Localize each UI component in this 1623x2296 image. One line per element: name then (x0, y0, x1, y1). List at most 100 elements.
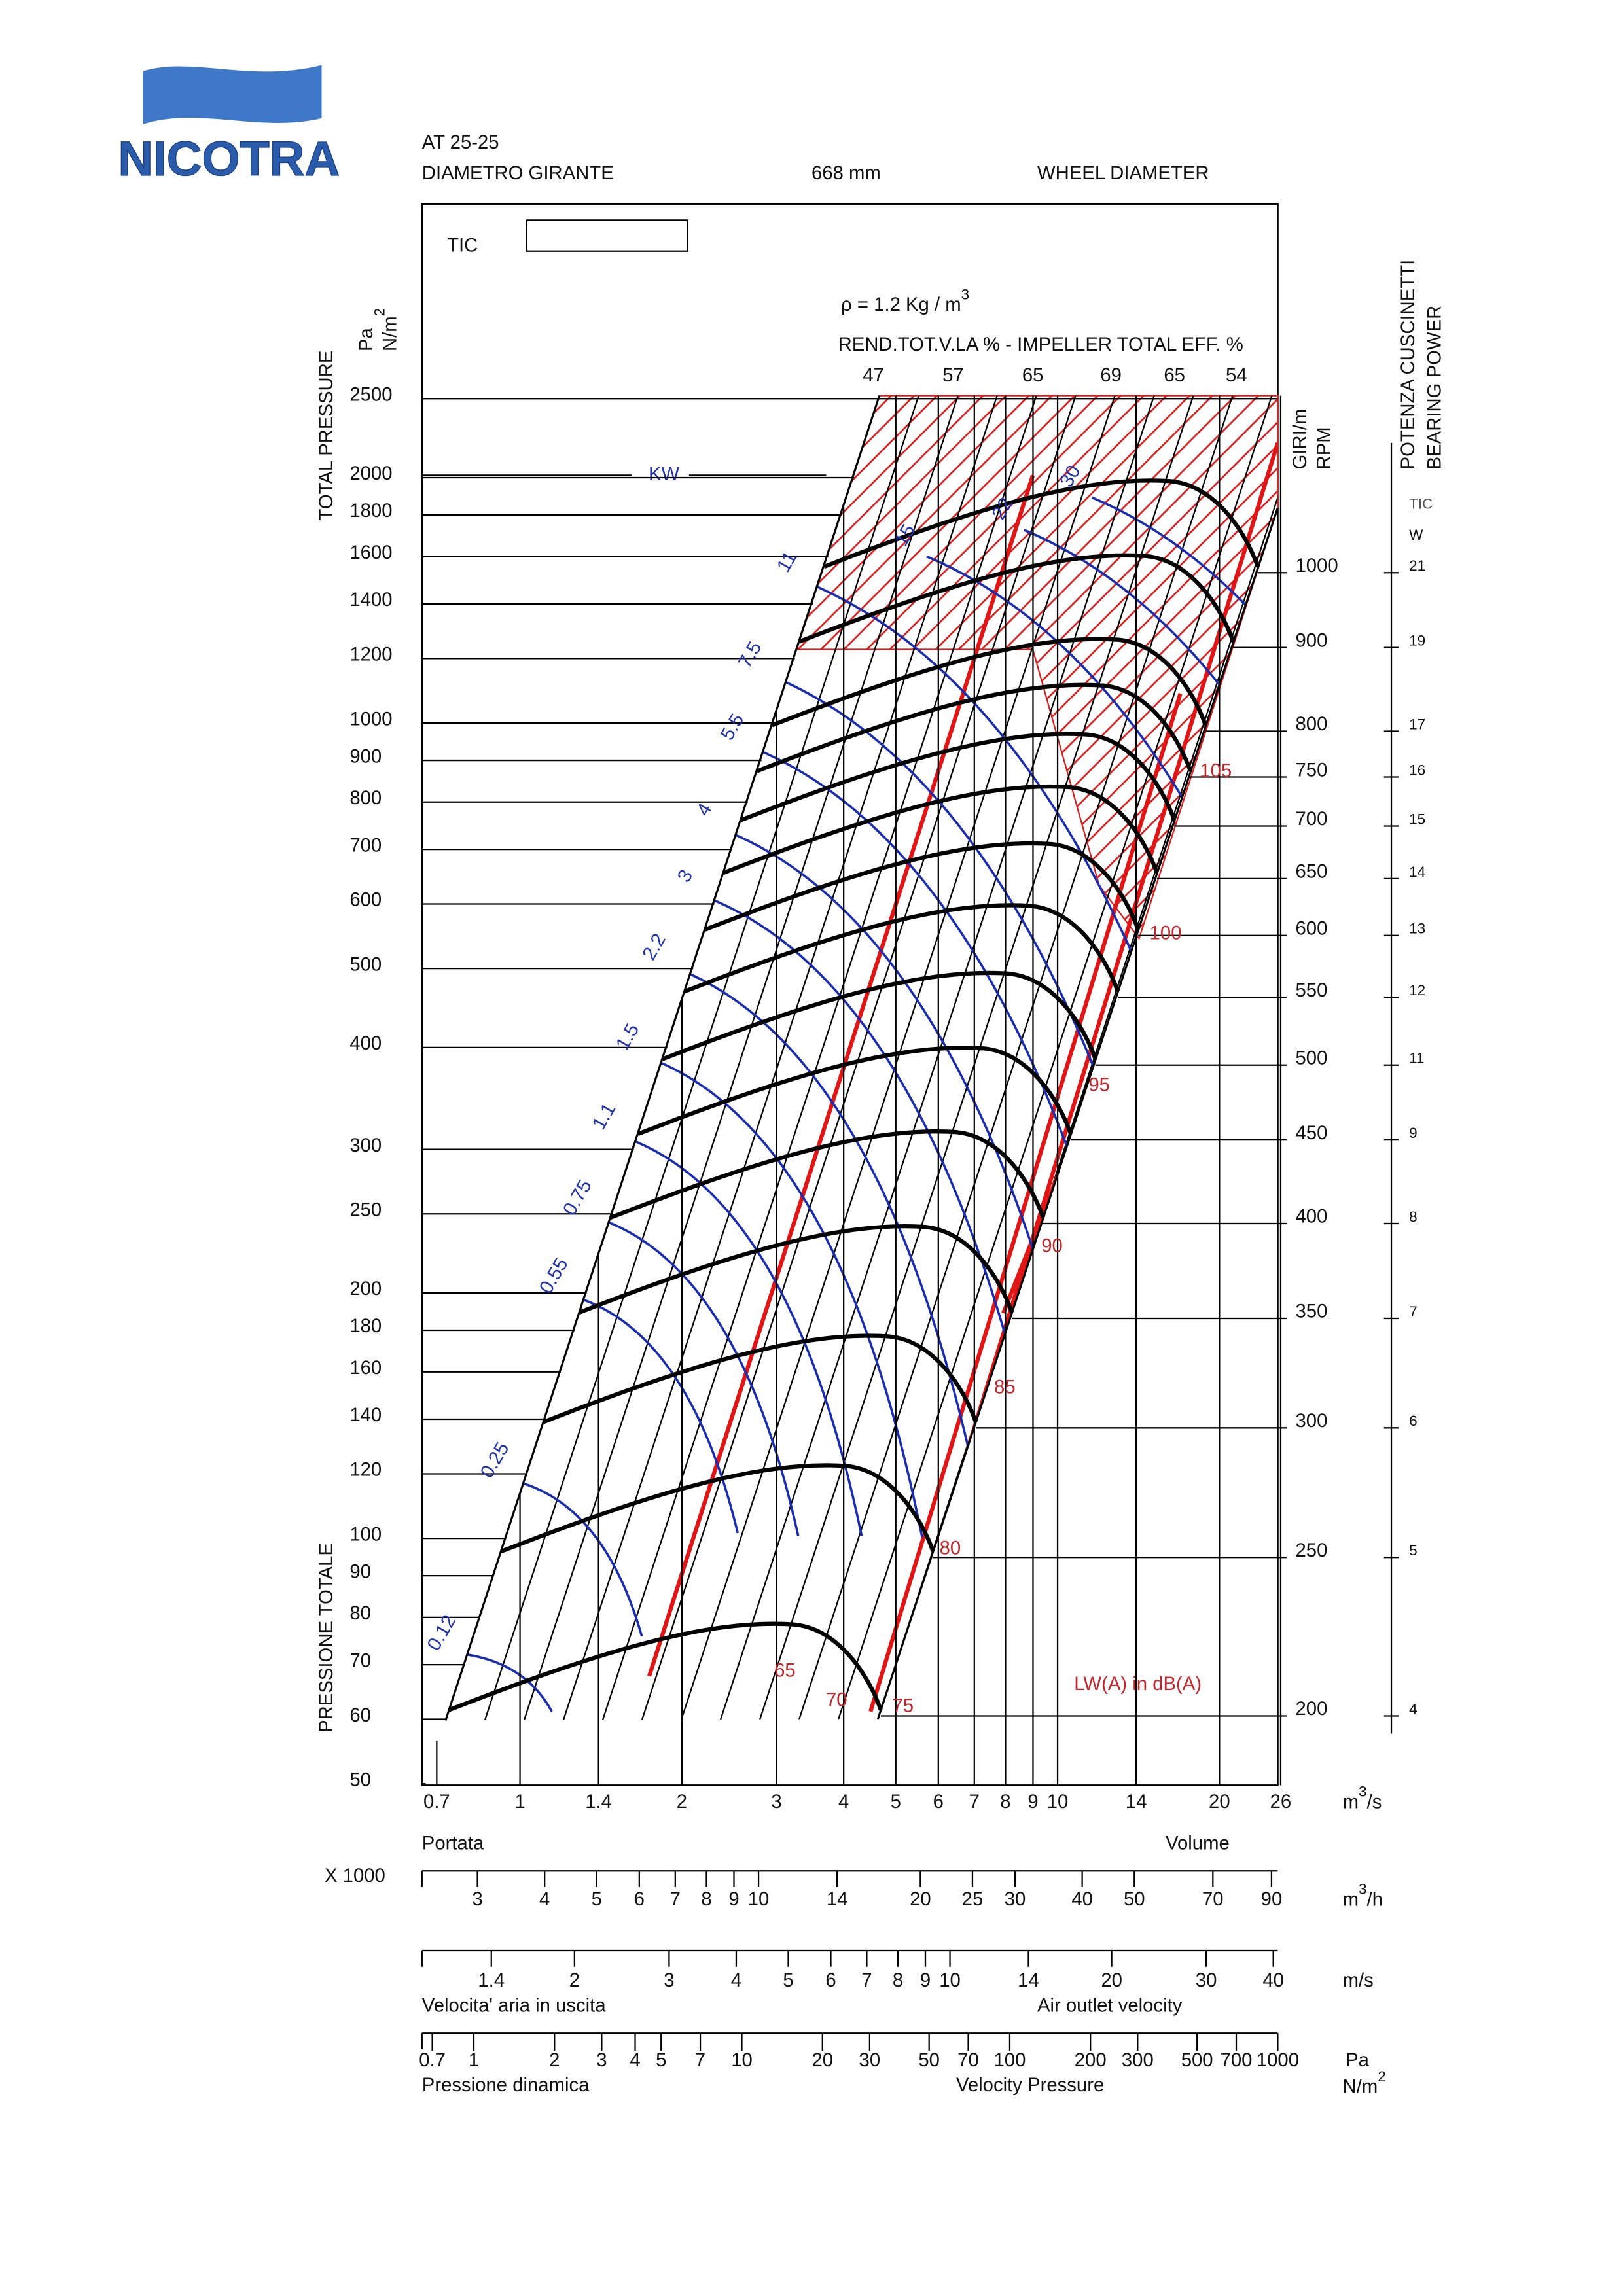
power-label: 5 (1409, 1542, 1418, 1559)
vp-tick-label: 10 (731, 2049, 753, 2071)
flow-h-tick-label: 6 (634, 1888, 645, 1910)
flow-h-tick-label: 3 (472, 1888, 482, 1910)
power-label: 14 (1409, 864, 1425, 880)
power-label: 13 (1409, 921, 1425, 937)
power-tic: TIC (1409, 495, 1433, 512)
velocity-tick-label: 8 (893, 1969, 903, 1991)
unit-text: N/m (379, 316, 401, 351)
density-text: ρ = 1.2 Kg / m (841, 294, 961, 315)
efficiency-line (868, 693, 1183, 1712)
density: ρ = 1.2 Kg / m3 (841, 286, 969, 315)
vp-tick-label: 30 (859, 2049, 881, 2071)
vp-unit: Pa (1346, 2049, 1370, 2071)
power-unit: W (1409, 527, 1423, 543)
vp-tick-label: 200 (1075, 2049, 1107, 2071)
velocity-label-it: Velocita' aria in uscita (422, 1994, 607, 2016)
pressure-tick-label: 700 (349, 834, 382, 856)
unit-text: m (1343, 1791, 1359, 1812)
kw-curve (1091, 496, 1278, 1464)
fan-curve (823, 478, 1260, 569)
rpm-tick-label: 500 (1295, 1047, 1327, 1069)
system-line (758, 395, 1194, 1721)
power-label: 12 (1409, 982, 1425, 998)
velocity-label-en: Air outlet velocity (1037, 1994, 1183, 2016)
logo: NICOTRA (118, 132, 340, 186)
noise-label: 75 (892, 1695, 914, 1717)
pressure-tick-label: 250 (349, 1199, 382, 1220)
flow-h-tick-label: 90 (1261, 1888, 1283, 1910)
rpm-tick-label: 200 (1295, 1698, 1327, 1720)
flow-tick-label: 14 (1126, 1791, 1147, 1812)
vp-tick-label: 700 (1221, 2049, 1253, 2071)
fan-curve (684, 903, 1120, 994)
fan-curve (543, 1333, 978, 1424)
density-exp: 3 (961, 286, 970, 302)
unit-exp: 3 (1359, 1881, 1367, 1897)
kw-label: 2.2 (638, 930, 670, 964)
rpm-tick-label: 800 (1295, 713, 1327, 735)
velocity-tick-label: 9 (920, 1969, 931, 1991)
power-label: 17 (1409, 716, 1425, 732)
rpm-tick-label: 450 (1295, 1122, 1327, 1144)
pressure-unit: Pa (355, 328, 377, 352)
pressure-tick-label: 300 (349, 1135, 382, 1156)
flow-tick-label: 20 (1209, 1791, 1230, 1812)
fan-curve (500, 1463, 935, 1554)
pressure-tick-label: 50 (349, 1769, 371, 1790)
rpm-tick-label: 1000 (1295, 555, 1338, 576)
system-line (484, 395, 919, 1721)
pressure-tick-label: 1200 (349, 644, 392, 665)
vp-tick-label: 1000 (1257, 2049, 1299, 2071)
flow-tick-label: 3 (771, 1791, 781, 1812)
power-label: 9 (1409, 1125, 1418, 1141)
rpm-tick-label: 750 (1295, 759, 1327, 781)
flow-tick-label: 7 (969, 1791, 980, 1812)
velocity-tick-label: 4 (731, 1969, 741, 1991)
pressure-tick-label: 140 (349, 1404, 382, 1426)
vp-tick-label: 1 (469, 2049, 479, 2071)
diameter-label-en: WHEEL DIAMETER (1037, 162, 1209, 184)
vp-tick-label: 100 (994, 2049, 1026, 2071)
noise-label: 80 (940, 1537, 961, 1559)
kw-label: 1.1 (588, 1099, 620, 1133)
flow-tick-label: 10 (1047, 1791, 1069, 1812)
noise-label: 65 (774, 1660, 796, 1682)
flow-h-tick-label: 40 (1071, 1888, 1093, 1910)
flow-h-tick-label: 10 (748, 1888, 770, 1910)
vp-label-it: Pressione dinamica (422, 2074, 590, 2096)
velocity-tick-label: 1.4 (478, 1969, 505, 1991)
power-title-en: BEARING POWER (1423, 306, 1445, 470)
left-boundary (444, 395, 881, 1721)
flow-h-tick-label: 70 (1202, 1888, 1224, 1910)
power-label: 11 (1409, 1050, 1424, 1067)
power-label: 15 (1409, 811, 1425, 827)
pressure-tick-label: 500 (349, 953, 382, 975)
kw-label: 11 (773, 548, 802, 576)
flow-tick-label: 4 (838, 1791, 849, 1812)
flow-tick-label: 6 (933, 1791, 944, 1812)
rpm-tick-label: 250 (1295, 1540, 1327, 1561)
vp-label-en: Velocity Pressure (956, 2074, 1104, 2096)
system-line (837, 395, 1273, 1721)
flow-h-tick-label: 7 (670, 1888, 681, 1910)
noise-label: 85 (994, 1377, 1016, 1398)
noise-label: 90 (1041, 1235, 1063, 1256)
pressure-title: TOTAL PRESSURE (315, 351, 337, 521)
vp-tick-label: 0.7 (419, 2049, 446, 2071)
fan-curve (579, 1224, 1014, 1315)
unit-suffix: /h (1367, 1888, 1383, 1910)
kw-label: 0.75 (559, 1176, 596, 1219)
flow-h-multiplier: X 1000 (325, 1865, 385, 1886)
vp-tick-label: 20 (812, 2049, 833, 2071)
efficiency-label: 69 (1100, 364, 1122, 386)
right-boundary (876, 507, 1279, 1720)
flow-h-tick-label: 8 (701, 1888, 711, 1910)
pressure-title-it: PRESSIONE TOTALE (315, 1543, 337, 1733)
diameter: 668 mm (812, 162, 881, 184)
flow-h-tick-label: 30 (1005, 1888, 1026, 1910)
pressure-tick-label: 400 (349, 1033, 382, 1054)
chart-frame (421, 203, 1279, 1786)
efficiency-line (647, 474, 1035, 1677)
vp-unit-alt: N/m2 (1343, 2068, 1386, 2098)
